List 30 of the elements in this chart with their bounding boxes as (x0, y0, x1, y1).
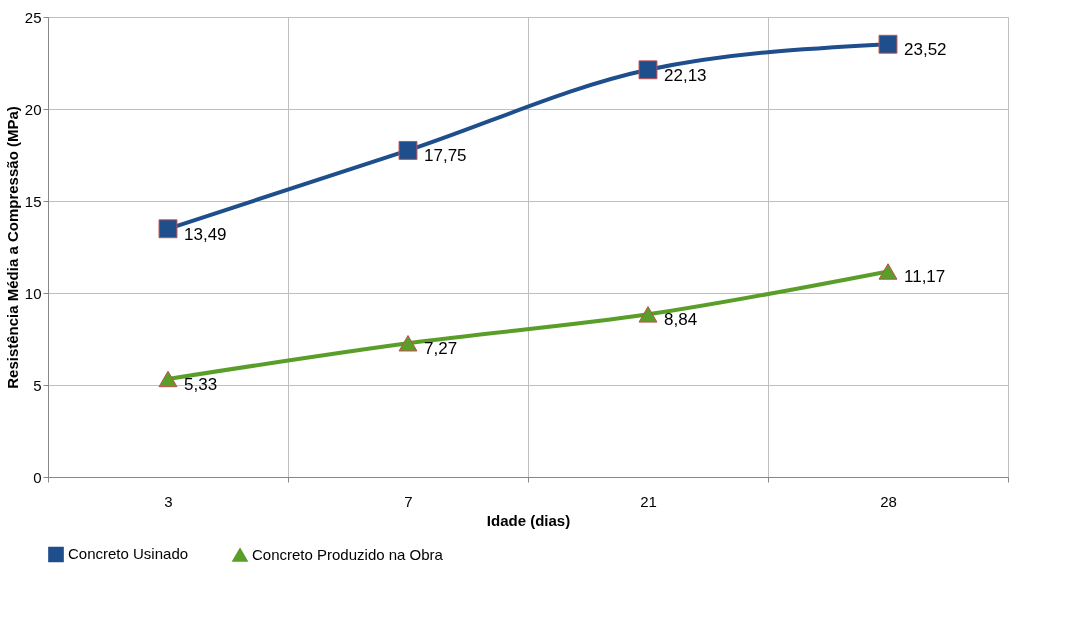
point (398, 334, 418, 352)
data-label: 8,84 (664, 310, 698, 330)
data-label: 5,33 (184, 374, 218, 394)
point (398, 140, 418, 160)
y-tick-label: 15 (24, 192, 42, 210)
point (638, 60, 658, 80)
point (638, 306, 658, 323)
x-axis-title: Idade (dias) (486, 511, 571, 529)
point (158, 219, 178, 239)
legend-label: Concreto Usinado (68, 545, 189, 563)
y-tick-label: 25 (24, 8, 42, 26)
data-label: 22,13 (664, 65, 707, 85)
data-label: 7,27 (424, 339, 458, 359)
x-tick-label: 21 (640, 492, 657, 510)
legend-label: Concreto Produzido na Obra (252, 545, 444, 563)
point (878, 263, 898, 280)
data-label: 11,17 (904, 267, 946, 287)
y-tick-label: 5 (33, 376, 42, 394)
y-tick-label: 10 (24, 284, 42, 302)
y-tick-label: 20 (24, 100, 42, 118)
data-label: 13,49 (184, 224, 227, 244)
x-tick-label: 3 (164, 492, 173, 510)
point (158, 370, 178, 388)
data-label: 23,52 (904, 40, 947, 60)
data-label: 17,75 (424, 146, 467, 166)
y-tick-label: 0 (33, 468, 42, 486)
x-tick-label: 7 (404, 492, 413, 510)
point (878, 34, 898, 54)
y-axis-title: Resistência Média a Compressão (MPa) (3, 106, 21, 389)
x-tick-label: 28 (880, 492, 897, 510)
